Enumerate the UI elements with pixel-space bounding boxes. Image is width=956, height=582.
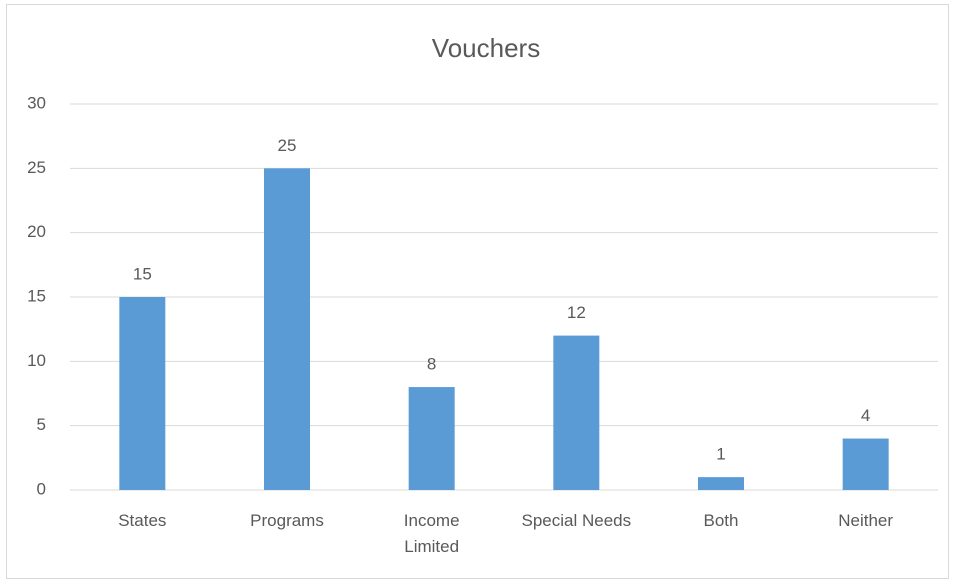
y-tick-label: 25 — [27, 158, 46, 177]
y-tick-label: 30 — [27, 93, 46, 112]
bar — [119, 297, 166, 490]
data-label: 15 — [133, 264, 152, 283]
data-label: 12 — [567, 303, 586, 322]
bar — [698, 477, 744, 490]
y-tick-label: 20 — [27, 222, 46, 241]
data-label: 1 — [716, 445, 725, 464]
bar — [553, 335, 600, 490]
data-label: 8 — [427, 355, 436, 374]
bar — [408, 387, 455, 490]
bar — [264, 168, 310, 491]
x-tick-label: Programs — [250, 511, 324, 530]
bar — [842, 438, 889, 490]
chart-title: Vouchers — [432, 33, 540, 63]
x-tick-label: States — [118, 511, 167, 530]
data-label: 4 — [861, 406, 870, 425]
chart-border — [6, 4, 949, 579]
y-tick-label: 10 — [27, 351, 46, 370]
x-tick-label: Special Needs — [521, 511, 632, 530]
x-tick-label: Income Limited — [403, 511, 460, 556]
y-tick-label: 15 — [27, 286, 46, 305]
y-tick-label: 0 — [37, 479, 46, 498]
x-tick-label: Neither — [838, 511, 894, 530]
y-tick-label: 5 — [37, 415, 46, 434]
x-tick-label: Both — [703, 511, 739, 530]
data-label: 25 — [278, 136, 297, 155]
